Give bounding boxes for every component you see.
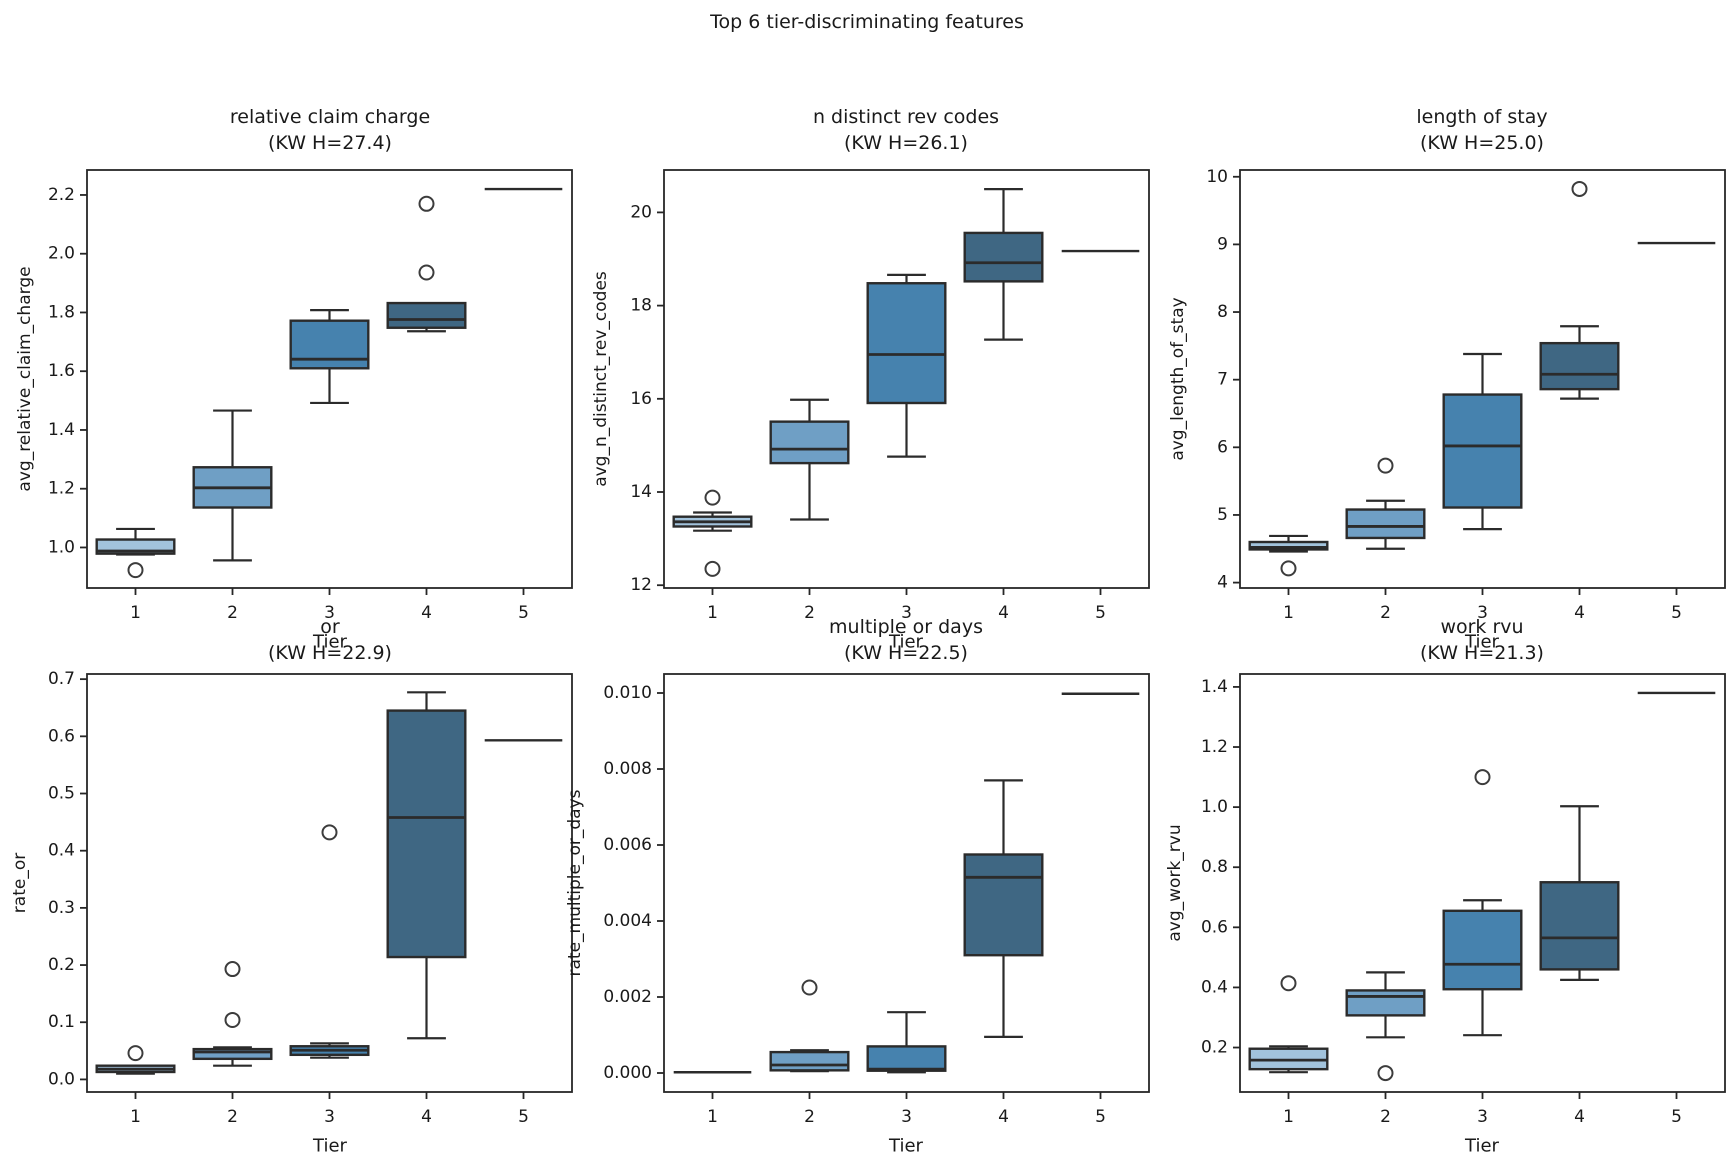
- subplot-5-subtitle: (KW H=22.5): [844, 642, 968, 664]
- svg-text:0.002: 0.002: [603, 987, 652, 1007]
- subplot-3-ylabel: avg_length_of_stay: [1168, 297, 1188, 461]
- subplot-3-subtitle: (KW H=25.0): [1420, 132, 1544, 154]
- svg-text:0.4: 0.4: [48, 841, 75, 861]
- svg-text:1: 1: [1283, 1107, 1294, 1127]
- subplot-6-xlabel: Tier: [1465, 1135, 1499, 1157]
- svg-text:4: 4: [421, 603, 432, 623]
- svg-text:1.4: 1.4: [48, 420, 75, 440]
- subplot-1-ylabel: avg_relative_claim_charge: [15, 266, 35, 492]
- svg-text:1: 1: [130, 603, 141, 623]
- subplot-5-xlabel: Tier: [889, 1135, 923, 1157]
- svg-text:10: 10: [1206, 167, 1228, 187]
- svg-text:3: 3: [901, 603, 912, 623]
- svg-text:18: 18: [630, 296, 652, 316]
- subplot-4-title: or: [320, 616, 340, 638]
- subplot-2-xlabel: Tier: [889, 631, 923, 653]
- subplot-4-ylabel: rate_or: [10, 852, 30, 914]
- svg-text:5: 5: [1095, 603, 1106, 623]
- svg-text:1.0: 1.0: [48, 537, 75, 557]
- subplot-3-title: length of stay: [1416, 106, 1548, 128]
- subplot-5-title: multiple or days: [829, 616, 983, 638]
- svg-text:1.6: 1.6: [48, 361, 75, 381]
- svg-text:3: 3: [324, 603, 335, 623]
- svg-text:14: 14: [630, 482, 652, 502]
- svg-text:5: 5: [1671, 603, 1682, 623]
- svg-text:0.4: 0.4: [1201, 977, 1228, 997]
- svg-text:1.0: 1.0: [1201, 797, 1228, 817]
- svg-text:5: 5: [1671, 1107, 1682, 1127]
- svg-text:3: 3: [1477, 603, 1488, 623]
- svg-text:0.0: 0.0: [48, 1069, 75, 1089]
- svg-text:0.7: 0.7: [48, 669, 75, 689]
- figure-title: Top 6 tier-discriminating features: [710, 11, 1024, 33]
- svg-text:3: 3: [901, 1107, 912, 1127]
- svg-text:4: 4: [1217, 573, 1228, 593]
- svg-text:5: 5: [518, 603, 529, 623]
- svg-text:0.2: 0.2: [48, 955, 75, 975]
- svg-text:20: 20: [630, 202, 652, 222]
- svg-text:2: 2: [1380, 603, 1391, 623]
- svg-text:4: 4: [1574, 1107, 1585, 1127]
- svg-text:5: 5: [1095, 1107, 1106, 1127]
- svg-text:0.6: 0.6: [1201, 917, 1228, 937]
- svg-text:9: 9: [1217, 234, 1228, 254]
- svg-text:0.3: 0.3: [48, 898, 75, 918]
- svg-text:1: 1: [707, 1107, 718, 1127]
- svg-text:2: 2: [804, 1107, 815, 1127]
- svg-text:6: 6: [1217, 437, 1228, 457]
- svg-text:1: 1: [1283, 603, 1294, 623]
- svg-text:0.004: 0.004: [603, 911, 652, 931]
- svg-text:5: 5: [1217, 505, 1228, 525]
- svg-text:7: 7: [1217, 370, 1228, 390]
- svg-text:2: 2: [227, 603, 238, 623]
- svg-text:0.010: 0.010: [603, 683, 652, 703]
- svg-text:0.000: 0.000: [603, 1063, 652, 1083]
- svg-text:0.2: 0.2: [1201, 1038, 1228, 1058]
- svg-text:0.6: 0.6: [48, 726, 75, 746]
- svg-text:16: 16: [630, 389, 652, 409]
- svg-text:4: 4: [998, 603, 1009, 623]
- subplot-4-xlabel: Tier: [313, 1135, 347, 1157]
- subplot-2-title: n distinct rev codes: [812, 106, 1000, 128]
- svg-text:0.006: 0.006: [603, 835, 652, 855]
- svg-text:4: 4: [421, 1107, 432, 1127]
- subplot-5-ylabel: rate_multiple_or_days: [565, 789, 585, 977]
- subplot-4-subtitle: (KW H=22.9): [268, 642, 392, 664]
- svg-text:12: 12: [630, 575, 652, 595]
- svg-text:0.8: 0.8: [1201, 857, 1228, 877]
- subplot-6-subtitle: (KW H=21.3): [1420, 642, 1544, 664]
- svg-text:2: 2: [804, 603, 815, 623]
- svg-text:8: 8: [1217, 302, 1228, 322]
- svg-text:2.2: 2.2: [48, 185, 75, 205]
- svg-text:0.1: 0.1: [48, 1012, 75, 1032]
- subplot-2-ylabel: avg_n_distinct_rev_codes: [591, 271, 611, 487]
- svg-text:3: 3: [324, 1107, 335, 1127]
- svg-text:1.8: 1.8: [48, 302, 75, 322]
- subplot-1-subtitle: (KW H=27.4): [268, 132, 392, 154]
- svg-text:2.0: 2.0: [48, 244, 75, 264]
- subplot-1-xlabel: Tier: [313, 631, 347, 653]
- subplot-2-subtitle: (KW H=26.1): [844, 132, 968, 154]
- svg-text:5: 5: [518, 1107, 529, 1127]
- svg-text:1.2: 1.2: [1201, 737, 1228, 757]
- svg-text:2: 2: [227, 1107, 238, 1127]
- svg-text:1.4: 1.4: [1201, 677, 1228, 697]
- subplot-6-ylabel: avg_work_rvu: [1165, 824, 1185, 942]
- svg-text:1: 1: [707, 603, 718, 623]
- subplot-1-title: relative claim charge: [229, 106, 431, 128]
- svg-text:1.2: 1.2: [48, 479, 75, 499]
- svg-text:4: 4: [1574, 603, 1585, 623]
- subplot-6-title: work rvu: [1440, 616, 1524, 638]
- svg-text:3: 3: [1477, 1107, 1488, 1127]
- svg-text:2: 2: [1380, 1107, 1391, 1127]
- subplot-3-xlabel: Tier: [1465, 631, 1499, 653]
- svg-text:4: 4: [998, 1107, 1009, 1127]
- svg-text:0.5: 0.5: [48, 784, 75, 804]
- svg-text:0.008: 0.008: [603, 759, 652, 779]
- svg-text:1: 1: [130, 1107, 141, 1127]
